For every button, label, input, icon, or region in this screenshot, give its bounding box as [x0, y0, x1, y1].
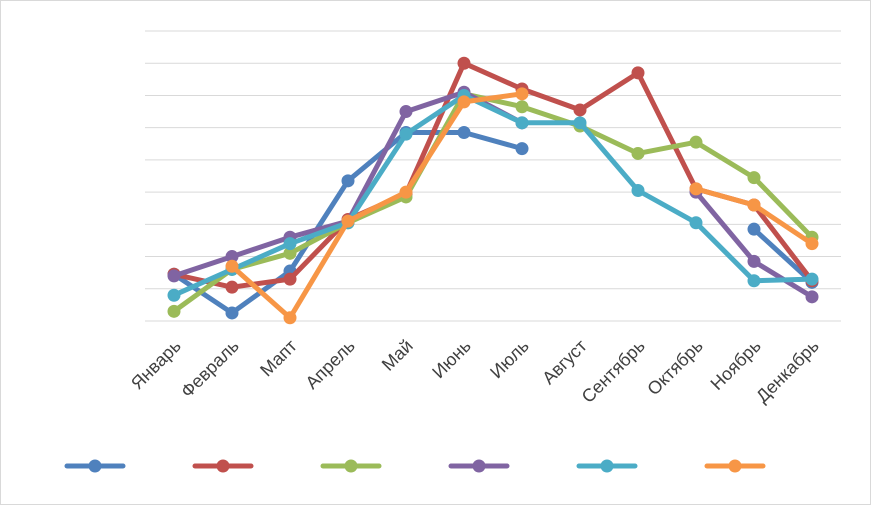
data-point [457, 56, 471, 70]
data-point [515, 100, 529, 114]
data-point [283, 272, 297, 286]
data-point [631, 66, 645, 80]
data-point [573, 103, 587, 117]
data-point [515, 87, 529, 101]
data-point [399, 105, 413, 119]
legend-item [64, 459, 126, 473]
data-point [805, 237, 819, 251]
legend-marker [216, 459, 230, 473]
data-point [515, 116, 529, 130]
data-point [283, 311, 297, 325]
data-point [689, 216, 703, 230]
x-tick-label: Январь [127, 336, 185, 394]
data-point [225, 280, 239, 294]
data-point [341, 214, 355, 228]
data-point [225, 259, 239, 273]
data-point [747, 274, 761, 288]
legend-marker [88, 459, 102, 473]
legend [64, 459, 766, 473]
x-tick-label: Август [538, 336, 590, 388]
data-point [631, 146, 645, 160]
legend-marker [344, 459, 358, 473]
data-point [225, 250, 239, 264]
data-point [283, 246, 297, 260]
x-tick-label: Июль [486, 336, 533, 383]
x-tick-label: Май [378, 336, 417, 375]
data-point [805, 272, 819, 286]
data-point [399, 185, 413, 199]
data-point [573, 116, 587, 130]
data-point [167, 288, 181, 302]
data-point [805, 290, 819, 304]
x-tick-label: Мапт [256, 336, 301, 381]
data-point [515, 142, 529, 156]
legend-marker [600, 459, 614, 473]
legend-item [192, 459, 254, 473]
data-point [631, 184, 645, 197]
series-line [171, 91, 815, 314]
data-point [689, 182, 703, 196]
data-point [167, 304, 181, 318]
data-point [167, 269, 181, 283]
legend-item [320, 459, 382, 473]
legend-marker [472, 459, 486, 473]
legend-item [576, 459, 638, 473]
data-point [747, 254, 761, 268]
x-tick-label: Февраль [177, 336, 243, 402]
x-tick-label: Октябрь [643, 336, 706, 399]
series-lines [167, 56, 819, 325]
data-point [747, 222, 761, 236]
x-tick-label: Денкабрь [752, 336, 823, 407]
data-point [747, 171, 761, 185]
series-6 [225, 87, 819, 325]
legend-item [704, 459, 766, 473]
legend-item [448, 459, 510, 473]
data-point [457, 95, 471, 109]
data-point [225, 306, 239, 320]
data-point [747, 198, 761, 212]
x-tick-label: Июнь [428, 336, 475, 383]
x-tick-label: Ноябрь [707, 336, 765, 394]
series-line [171, 92, 815, 298]
data-point [399, 127, 413, 141]
x-tick-label: Сентябрь [578, 336, 649, 407]
data-point [283, 237, 297, 251]
legend-marker [728, 459, 742, 473]
data-point [689, 135, 703, 149]
data-point [341, 174, 355, 188]
x-tick-label: Апрель [302, 336, 359, 393]
data-point [457, 126, 471, 139]
